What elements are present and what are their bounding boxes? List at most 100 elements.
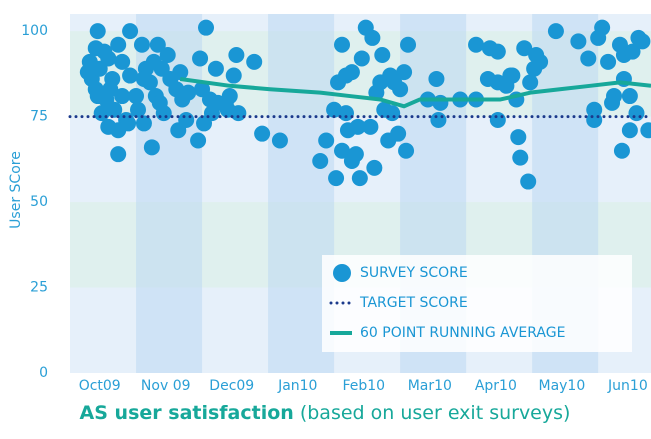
survey-point: [390, 125, 407, 142]
survey-point: [586, 111, 603, 128]
x-tick-label: May10: [538, 378, 585, 394]
survey-point: [114, 53, 131, 70]
survey-point: [178, 111, 195, 128]
survey-point: [225, 67, 242, 84]
survey-point: [640, 122, 651, 139]
survey-point: [502, 67, 519, 84]
survey-point: [621, 122, 638, 139]
survey-point: [600, 53, 617, 70]
survey-point: [230, 105, 247, 122]
survey-point: [347, 146, 364, 163]
survey-point: [100, 50, 117, 67]
survey-point: [532, 53, 549, 70]
survey-point: [520, 173, 537, 190]
survey-point: [318, 132, 335, 149]
survey-point: [79, 64, 96, 81]
survey-point: [353, 50, 370, 67]
survey-point: [135, 70, 152, 87]
survey-point: [364, 29, 381, 46]
x-tick-label: Nov 09: [141, 378, 191, 394]
survey-point: [594, 19, 611, 36]
plot: [68, 19, 651, 190]
x-tick-label: Feb10: [342, 378, 385, 394]
survey-point: [135, 115, 152, 132]
survey-point: [128, 88, 145, 105]
survey-point: [143, 139, 160, 156]
survey-point: [149, 36, 166, 53]
survey-point: [432, 94, 449, 111]
legend-box: [322, 255, 632, 352]
chart-title: AS user satisfaction (based on user exit …: [80, 402, 571, 424]
survey-point: [172, 64, 189, 81]
survey-point: [580, 50, 597, 67]
x-tick-label: Jun10: [607, 378, 648, 394]
survey-point: [604, 94, 621, 111]
survey-point: [512, 149, 529, 166]
survey-point: [203, 105, 220, 122]
survey-point: [155, 105, 172, 122]
legend: SURVEY SCORE TARGET SCORE 60 POINT RUNNING…: [322, 255, 632, 352]
survey-point: [522, 74, 539, 91]
survey-point: [374, 47, 391, 64]
y-tick-label: 0: [39, 365, 48, 381]
average-line: [179, 76, 651, 109]
survey-point: [102, 81, 119, 98]
survey-point: [133, 36, 150, 53]
survey-point: [628, 105, 645, 122]
survey-point: [366, 159, 383, 176]
survey-point: [198, 19, 215, 36]
survey-point: [337, 105, 354, 122]
survey-point: [351, 170, 368, 187]
survey-point: [89, 23, 106, 40]
survey-point: [398, 142, 415, 159]
y-tick-label: 25: [30, 280, 48, 296]
x-tick-label: Mar10: [408, 378, 452, 394]
survey-point: [362, 118, 379, 135]
y-tick-label: 75: [30, 109, 48, 125]
survey-point: [400, 36, 417, 53]
survey-point: [624, 43, 641, 60]
y-tick-label: 50: [30, 194, 48, 210]
survey-point: [334, 142, 351, 159]
survey-point: [271, 132, 288, 149]
survey-point: [468, 36, 485, 53]
survey-point: [190, 132, 207, 149]
survey-point: [217, 94, 234, 111]
legend-label: TARGET SCORE: [359, 295, 468, 311]
survey-point: [207, 60, 224, 77]
survey-point: [87, 81, 104, 98]
survey-point: [392, 81, 409, 98]
survey-point: [510, 129, 527, 146]
survey-point: [613, 142, 630, 159]
survey-point: [428, 70, 445, 87]
survey-point: [130, 101, 147, 118]
survey-point: [489, 111, 506, 128]
survey-point: [180, 84, 197, 101]
x-tick-label: Apr10: [475, 378, 517, 394]
survey-point: [122, 23, 139, 40]
survey-point: [110, 36, 127, 53]
survey-point: [246, 53, 263, 70]
survey-point: [621, 88, 638, 105]
y-axis-label: User SCore: [8, 151, 24, 229]
title: AS user satisfaction: [80, 402, 294, 424]
survey-point: [122, 67, 139, 84]
survey-point: [396, 64, 413, 81]
survey-point: [343, 64, 360, 81]
survey-point: [312, 153, 329, 170]
survey-point: [114, 88, 131, 105]
x-tick-label: Dec09: [209, 378, 254, 394]
survey-point: [384, 105, 401, 122]
survey-point: [349, 118, 366, 135]
survey-point: [634, 33, 651, 50]
survey-point: [192, 50, 209, 67]
survey-point: [159, 47, 176, 64]
survey-point: [106, 101, 123, 118]
y-tick-label: 100: [21, 23, 48, 39]
subtitle: (based on user exit surveys): [300, 402, 571, 424]
survey-point: [430, 111, 447, 128]
legend-label: SURVEY SCORE: [360, 265, 468, 281]
survey-point: [110, 146, 127, 163]
survey-point: [547, 23, 564, 40]
